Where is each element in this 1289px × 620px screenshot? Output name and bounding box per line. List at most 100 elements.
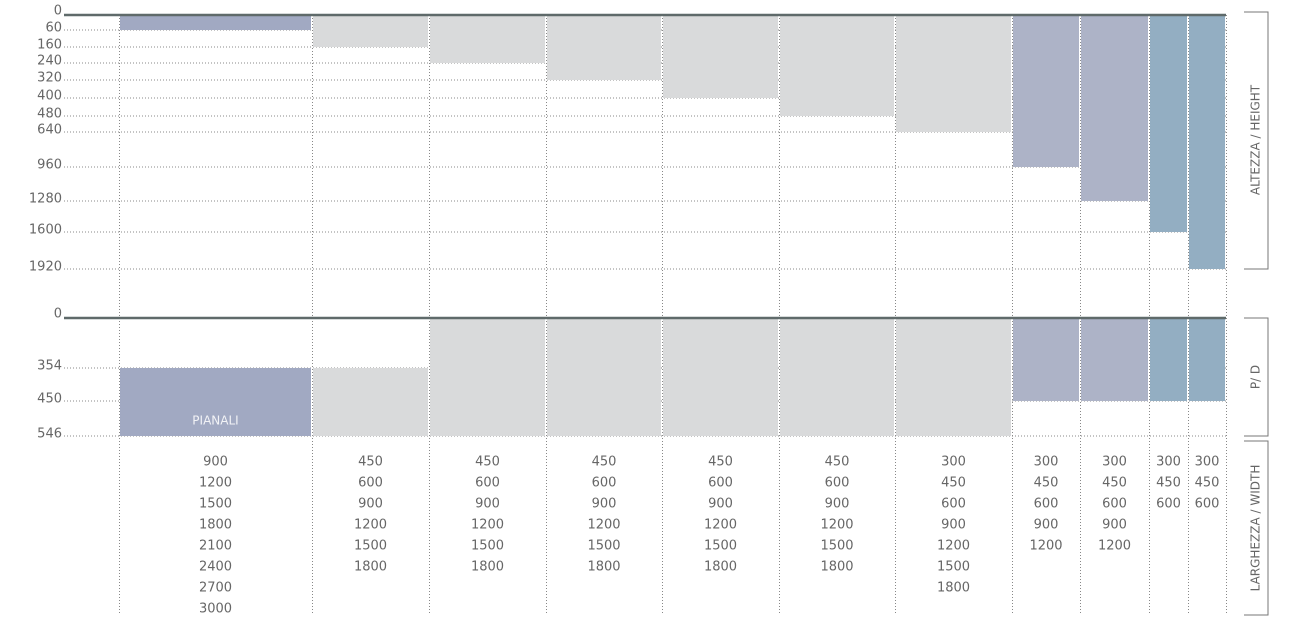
width-value: 1200	[354, 518, 387, 533]
width-value: 1500	[354, 539, 387, 554]
width-value: 1500	[471, 539, 504, 554]
width-value: 450	[941, 476, 966, 491]
width-value: 450	[1195, 476, 1220, 491]
width-bracket	[1244, 440, 1269, 616]
width-value: 3000	[199, 602, 232, 617]
height-tick-label: 1280	[29, 192, 62, 207]
height-label: ALTEZZA / HEIGHT	[1249, 84, 1263, 195]
height-bracket	[1244, 11, 1269, 270]
width-value: 1200	[587, 518, 620, 533]
height-tick-label: 400	[37, 89, 62, 104]
width-value: 2700	[199, 581, 232, 596]
depth-bar	[120, 368, 311, 436]
height-bar	[1013, 16, 1079, 167]
width-value: 1800	[820, 560, 853, 575]
width-value: 300	[1156, 455, 1181, 470]
height-tick-label: 1920	[29, 260, 62, 275]
height-tick-label: 0	[54, 4, 62, 19]
height-bar	[313, 16, 428, 47]
width-value: 900	[825, 497, 850, 512]
width-value: 300	[1034, 455, 1059, 470]
width-value: 450	[475, 455, 500, 470]
depth-tick-label: 354	[37, 359, 62, 374]
depth-bar	[1081, 319, 1148, 401]
width-value: 450	[1156, 476, 1181, 491]
width-value: 450	[708, 455, 733, 470]
width-value: 1200	[471, 518, 504, 533]
width-value: 900	[592, 497, 617, 512]
width-value: 1800	[587, 560, 620, 575]
depth-bar	[1189, 319, 1225, 401]
height-bar	[663, 16, 778, 98]
height-tick-label: 640	[37, 123, 62, 138]
depth-bracket	[1244, 317, 1269, 437]
width-value: 1500	[199, 497, 232, 512]
width-label: LARGHEZZA / WIDTH	[1249, 465, 1263, 592]
height-bar	[1189, 16, 1225, 269]
width-value: 450	[592, 455, 617, 470]
width-value: 1200	[1029, 539, 1062, 554]
depth-bar	[663, 319, 778, 436]
depth-bar	[430, 319, 545, 436]
width-value: 1800	[471, 560, 504, 575]
width-value: 900	[475, 497, 500, 512]
height-bar	[430, 16, 545, 63]
depth-tick-label: 0	[54, 307, 62, 322]
width-value: 600	[1034, 497, 1059, 512]
width-value: 900	[1034, 518, 1059, 533]
width-value: 600	[475, 476, 500, 491]
width-value: 900	[708, 497, 733, 512]
depth-tick-label: 546	[37, 427, 62, 442]
depth-bar	[1013, 319, 1079, 401]
width-value: 1200	[704, 518, 737, 533]
width-value: 900	[1102, 518, 1127, 533]
width-value: 600	[592, 476, 617, 491]
width-value: 1200	[199, 476, 232, 491]
depth-bar-label: PIANALI	[192, 414, 238, 428]
width-value: 450	[1102, 476, 1127, 491]
height-tick-label: 960	[37, 158, 62, 173]
width-value: 2100	[199, 539, 232, 554]
width-value: 900	[941, 518, 966, 533]
depth-bar	[780, 319, 894, 436]
width-value: 600	[358, 476, 383, 491]
height-tick-label: 60	[45, 21, 62, 36]
width-value: 1500	[820, 539, 853, 554]
height-tick-label: 240	[37, 54, 62, 69]
height-tick-label: 480	[37, 107, 62, 122]
depth-bar	[1150, 319, 1187, 401]
width-value: 2400	[199, 560, 232, 575]
width-value: 1200	[820, 518, 853, 533]
height-bar	[896, 16, 1011, 132]
width-value: 1800	[354, 560, 387, 575]
width-value: 300	[941, 455, 966, 470]
width-value: 1500	[937, 560, 970, 575]
depth-bar	[547, 319, 661, 436]
width-value: 900	[203, 455, 228, 470]
height-bar	[1081, 16, 1148, 201]
width-value: 300	[1195, 455, 1220, 470]
width-value: 600	[1156, 497, 1181, 512]
depth-label: P/ D	[1249, 365, 1263, 389]
width-value: 600	[941, 497, 966, 512]
width-value: 450	[358, 455, 383, 470]
width-value: 1800	[199, 518, 232, 533]
width-value: 600	[1102, 497, 1127, 512]
width-value: 1800	[937, 581, 970, 596]
height-bar	[547, 16, 661, 80]
width-value: 900	[358, 497, 383, 512]
height-tick-label: 1600	[29, 223, 62, 238]
width-value: 450	[1034, 476, 1059, 491]
width-value: 600	[825, 476, 850, 491]
height-tick-label: 320	[37, 71, 62, 86]
width-value: 1200	[1098, 539, 1131, 554]
width-value: 1500	[704, 539, 737, 554]
depth-bar	[896, 319, 1011, 436]
depth-tick-label: 450	[37, 392, 62, 407]
width-value: 1500	[587, 539, 620, 554]
width-value: 600	[1195, 497, 1220, 512]
width-value: 450	[825, 455, 850, 470]
width-value: 1800	[704, 560, 737, 575]
height-tick-label: 160	[37, 38, 62, 53]
